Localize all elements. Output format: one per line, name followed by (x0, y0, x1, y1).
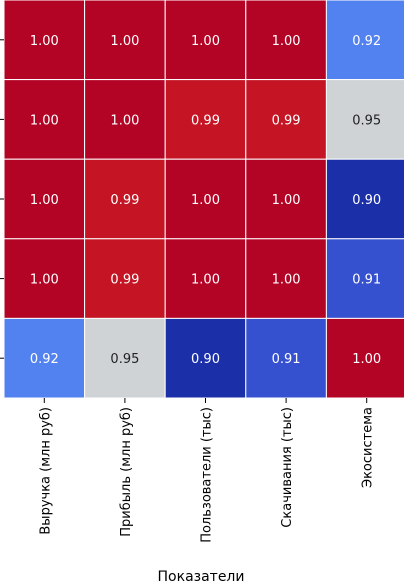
heatmap-cell (84, 79, 166, 160)
cell-value-label: 0.99 (191, 113, 220, 128)
cell-value-label: 0.90 (352, 193, 381, 208)
heatmap-cell (325, 158, 404, 240)
heatmap-cell (325, 317, 404, 399)
cell-value-label: 1.00 (272, 193, 301, 208)
cell-value-label: 0.99 (272, 113, 301, 128)
cell-value-label: 0.99 (110, 273, 139, 288)
heatmap-cell (245, 79, 327, 160)
x-tick-label: Экосистема (361, 407, 376, 488)
cell-value-label: 0.95 (352, 113, 381, 128)
x-tick-label: Выручка (млн руб) (38, 407, 53, 535)
cell-value-label: 1.00 (272, 34, 301, 49)
cell-value-label: 1.00 (191, 193, 220, 208)
cell-value-label: 1.00 (110, 113, 139, 128)
cell-value-label: 1.00 (30, 193, 59, 208)
cell-value-label: 1.00 (272, 273, 301, 288)
x-tick-label: Прибыль (млн руб) (119, 407, 134, 537)
heatmap-cell (245, 317, 327, 399)
cell-value-label: 0.92 (352, 34, 381, 49)
cell-value-label: 1.00 (352, 352, 381, 367)
cell-value-label: 1.00 (191, 273, 220, 288)
heatmap-cell (84, 0, 166, 81)
heatmap-cell (164, 317, 247, 399)
cell-value-label: 1.00 (191, 34, 220, 49)
heatmap-cell (84, 317, 166, 399)
heatmap-cell (325, 0, 404, 81)
x-axis-title: Показатели (158, 569, 245, 585)
x-tick-label: Скачивания (тыс) (280, 407, 295, 528)
cell-value-label: 1.00 (30, 34, 59, 49)
cell-value-label: 1.00 (110, 34, 139, 49)
cell-value-label: 1.00 (30, 273, 59, 288)
heatmap-cell (164, 158, 247, 240)
heatmap-cell (245, 238, 327, 319)
heatmap-cell (245, 158, 327, 240)
cell-value-label: 0.95 (110, 352, 139, 367)
x-tick-label: Пользователи (тыс) (200, 407, 215, 543)
x-axis-tick-labels: Выручка (млн руб) Прибыль (млн руб) Пользо… (38, 398, 376, 543)
cell-value-label: 0.90 (191, 352, 220, 367)
y-axis-ticks (0, 39, 4, 359)
cell-value-label: 0.91 (272, 352, 301, 367)
heatmap-cell (84, 158, 166, 240)
cell-value-label: 0.92 (30, 352, 59, 367)
cell-value-label: 1.00 (30, 113, 59, 128)
cell-value-label: 0.99 (110, 193, 139, 208)
heatmap-cell (245, 0, 327, 81)
heatmap-cells: 1.00 1.00 1.00 1.00 0.92 1.00 1.00 0.99 0.99 0.95… (3, 0, 404, 399)
heatmap-cell (3, 238, 86, 319)
heatmap-cell (3, 317, 86, 399)
heatmap-cell (164, 79, 247, 160)
heatmap-cell (164, 0, 247, 81)
cell-value-label: 0.91 (352, 273, 381, 288)
heatmap-cell (3, 0, 86, 81)
heatmap-cell (3, 158, 86, 240)
